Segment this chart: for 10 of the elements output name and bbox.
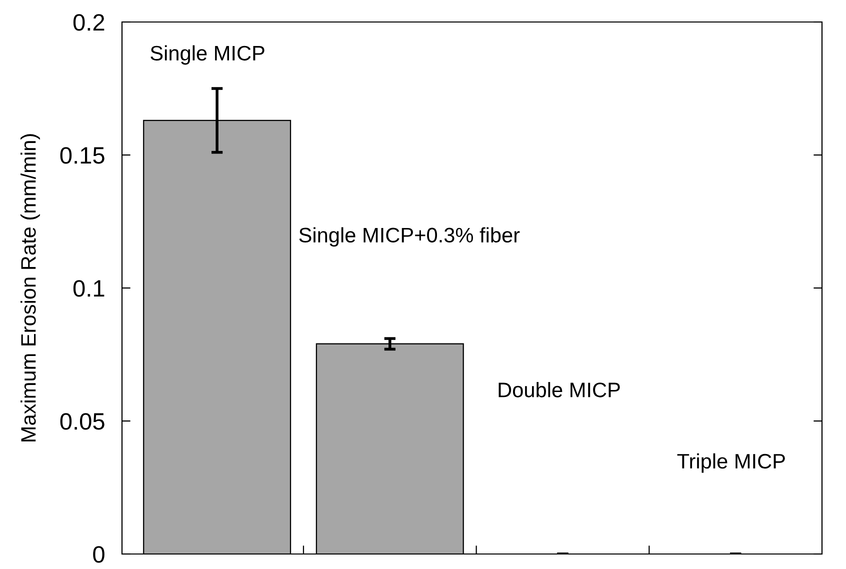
- y-tick-label: 0.2: [73, 14, 104, 31]
- y-tick-label: 0: [93, 546, 104, 563]
- annotation: Triple MICP: [677, 453, 785, 473]
- y-tick-label: 0.05: [60, 413, 104, 430]
- y-axis-title: Maximum Erosion Rate (mm/min): [20, 134, 40, 442]
- annotation: Double MICP: [498, 382, 620, 398]
- y-tick-label: 0.1: [73, 280, 104, 297]
- annotation: Single MICP: [150, 45, 264, 65]
- annotation: Single MICP+0.3% fiber: [299, 227, 520, 247]
- y-tick-label: 0.15: [60, 147, 104, 164]
